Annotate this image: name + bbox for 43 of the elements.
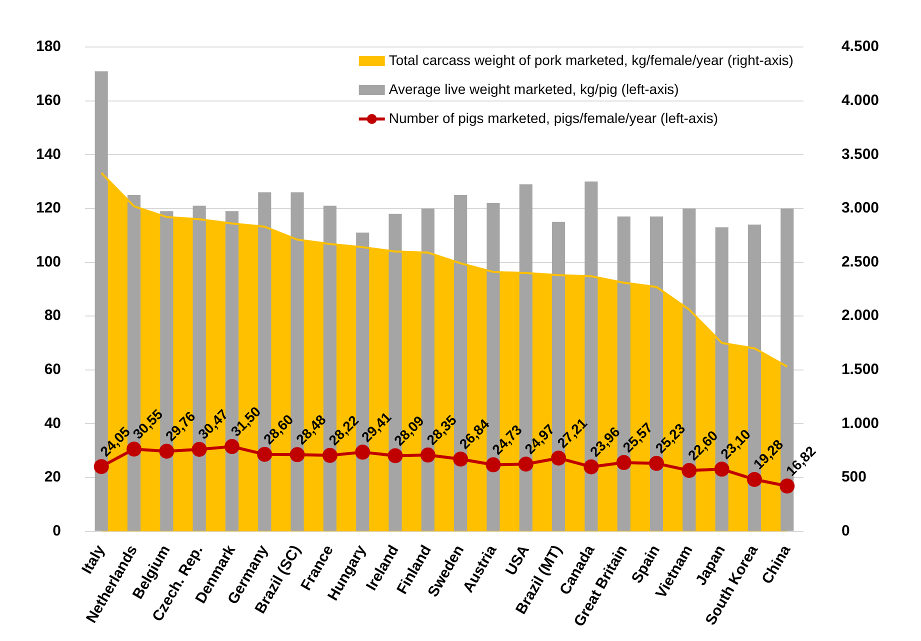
point (388, 448, 403, 464)
point (159, 444, 174, 459)
y-tick-label: 140 (36, 146, 62, 163)
point (746, 472, 762, 487)
y2-tick-label: 3.500 (841, 146, 880, 163)
y-tick-label: 160 (36, 92, 62, 109)
y-tick-label: 60 (44, 361, 62, 378)
y2-tick-label: 0 (841, 522, 850, 540)
point (682, 463, 697, 478)
legend-label: Total carcass weight of pork marketed, kg/female/year (right-axis) (388, 52, 794, 68)
point (486, 457, 501, 472)
y2-tick-label: 500 (841, 468, 866, 486)
legend-label: Number of pigs marketed, pigs/female/year (left-axis) (388, 110, 718, 126)
point (290, 447, 305, 462)
point (420, 448, 436, 463)
point (714, 462, 730, 477)
legend-label: Average live weight marketed, kg/pig (left-axis) (388, 80, 679, 97)
y-tick-label: 100 (36, 253, 62, 270)
y-tick-label: 0 (52, 522, 62, 540)
point (224, 439, 240, 454)
y2-tick-label: 1.500 (841, 361, 880, 378)
point (94, 459, 109, 474)
y2-tick-label: 2.000 (841, 307, 880, 324)
y-tick-label: 180 (36, 38, 62, 56)
y-tick-label: 80 (44, 307, 62, 324)
y2-tick-label: 2.500 (841, 253, 880, 270)
y-tick-label: 20 (44, 468, 62, 486)
point (584, 459, 599, 474)
point (192, 442, 207, 457)
point (780, 478, 795, 494)
y2-tick-label: 1.000 (841, 414, 880, 432)
y-tick-label: 120 (36, 200, 62, 217)
point (322, 448, 338, 463)
y-tick-label: 40 (44, 414, 62, 432)
point (257, 446, 272, 462)
point (355, 444, 370, 460)
point (453, 452, 468, 467)
point (518, 456, 534, 472)
y2-tick-label: 3.000 (841, 200, 880, 217)
y2-tick-label: 4.000 (841, 92, 880, 109)
y2-tick-label: 4.500 (841, 38, 880, 56)
point (649, 456, 664, 471)
point (551, 450, 566, 466)
